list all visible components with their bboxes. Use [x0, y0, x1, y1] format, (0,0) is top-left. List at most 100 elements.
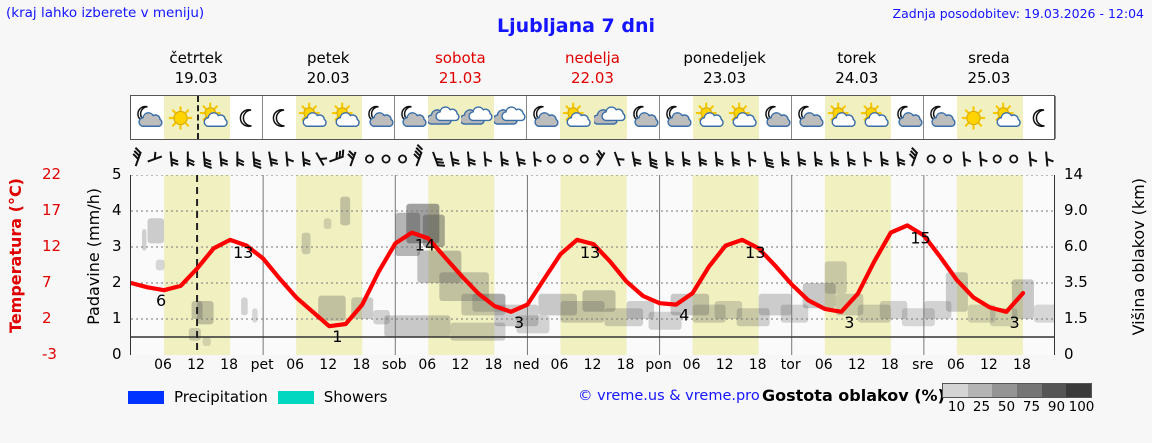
temperature-tick-3: 7 [42, 273, 52, 291]
cloud-density-blob-32 [736, 308, 770, 327]
daylight-band-2 [428, 175, 495, 355]
sun-cloud-icon [695, 102, 724, 127]
wind-barb [301, 151, 311, 167]
x-tick-12: 06 [550, 357, 569, 373]
cloud-density-blob-41 [923, 301, 952, 319]
cloud-density-blob-45 [1011, 279, 1034, 319]
weather-icon-cell-4 [263, 96, 296, 139]
wind-barb-band [130, 141, 1055, 175]
cloud-density-blob-40 [901, 308, 935, 327]
moon-icon [272, 108, 285, 127]
temperature-tick-4: 2 [42, 309, 52, 327]
weather-icon-cell-11 [494, 96, 527, 139]
moon-cloud-icon [764, 105, 791, 127]
x-tick-10: 18 [484, 357, 503, 373]
cloud-density-legend-title: Gostota oblakov (%) [762, 386, 945, 405]
wind-barb [846, 151, 856, 167]
wind-barb [202, 151, 212, 169]
wind-barb-calm [398, 154, 408, 164]
temperature-curve [128, 223, 1026, 329]
icon-band-day-1 [263, 96, 396, 139]
x-tick-5: 12 [319, 357, 338, 373]
wind-barb [169, 151, 179, 167]
cloud-height-tick-3: 3.5 [1064, 273, 1088, 291]
cloud-density-step-0 [943, 384, 968, 397]
weather-icon-cell-21 [825, 96, 858, 139]
weather-icon-cell-9 [428, 96, 461, 139]
wind-barb [1028, 151, 1038, 167]
x-tick-0: 06 [154, 357, 172, 373]
weather-icon-cell-17 [693, 96, 726, 139]
day-date: 25.03 [967, 69, 1011, 88]
wind-barb-calm [381, 154, 391, 164]
weather-icon-cell-19 [759, 96, 792, 139]
day-name: nedelja [564, 49, 620, 67]
sun-cloud-icon [563, 102, 592, 127]
temperature-tick-0: 22 [42, 165, 62, 183]
day-header-1: petek 20.03 [262, 48, 394, 93]
cloud-density-blob-7 [323, 218, 332, 229]
wind-barb-calm [579, 154, 589, 164]
current-time-line [197, 96, 200, 139]
moon-cloud-icon [137, 105, 163, 127]
wind-barb [681, 151, 691, 167]
cloud-density-blob-15 [417, 250, 462, 283]
weather-icon-cell-27 [1023, 96, 1056, 139]
day-header-5: torek 24.03 [791, 48, 923, 93]
cloud-height-tick-2: 6.0 [1064, 237, 1088, 255]
precipitation-tick-1: 4 [112, 201, 122, 219]
day-date: 21.03 [438, 69, 482, 88]
moon-cloud-icon [368, 105, 394, 127]
showers-legend-label: Showers [323, 388, 388, 406]
x-tick-2: 18 [220, 357, 239, 373]
copyright-link[interactable]: © vreme.us & vreme.pro [578, 388, 760, 404]
wind-barb [896, 151, 906, 167]
x-tick-19: tor [780, 357, 801, 373]
icon-band-day-2 [395, 96, 528, 139]
cloud-density-blob-4 [188, 328, 201, 341]
x-tick-14: 18 [616, 357, 635, 373]
wind-barb [908, 147, 919, 167]
x-tick-17: 12 [715, 357, 734, 373]
cloud-density-blob-6 [301, 232, 311, 255]
cloud-density-blob-5 [202, 337, 211, 346]
x-tick-21: 12 [847, 357, 866, 373]
sun-icon [961, 105, 986, 130]
wind-barb [515, 151, 526, 167]
temperature-tick-5: -3 [42, 345, 57, 363]
cloud-icon [494, 105, 526, 125]
x-tick-13: 12 [583, 357, 602, 373]
day-date: 23.03 [703, 69, 747, 88]
cloud-height-axis-title: Višina oblakov (km) [1129, 178, 1148, 336]
sun-cloud-icon [860, 102, 889, 127]
wind-barb [186, 151, 195, 167]
x-tick-1: 12 [187, 357, 205, 373]
cloud-density-blob-44 [989, 308, 1018, 327]
wind-barb [236, 151, 245, 167]
wind-barb [147, 151, 163, 163]
x-tick-24: 06 [946, 357, 965, 373]
cloud-density-blob-1 [155, 259, 165, 271]
moon-icon [1032, 108, 1045, 127]
temperature-label-9: 15 [910, 228, 930, 247]
cloud-density-blob-11 [373, 310, 390, 325]
wind-barb [315, 152, 328, 166]
weather-icon-cell-20 [792, 96, 825, 139]
cloud-density-tick-labels: 10 25 50 75 90 100 [936, 399, 1106, 417]
daylight-band-5 [824, 175, 891, 355]
weather-icon-cell-25 [957, 96, 990, 139]
cloud-density-blob-46 [1033, 304, 1056, 323]
sun-icon [168, 105, 193, 130]
weather-icon-cell-22 [858, 96, 891, 139]
precipitation-legend: Precipitation Showers [128, 386, 387, 408]
wind-barb [763, 151, 775, 169]
temperature-label-3: 14 [415, 236, 435, 255]
meteogram-plot: 613114313413315317218 [128, 174, 1096, 355]
x-tick-25: 12 [980, 357, 998, 373]
cloud-density-blob-19 [450, 322, 506, 341]
wind-barb [797, 151, 807, 167]
x-tick-16: 06 [682, 357, 701, 373]
cloud-density-blob-47 [142, 229, 147, 251]
temperature-label-10: 3 [1009, 313, 1019, 332]
cloud-density-blob-36 [824, 261, 847, 294]
